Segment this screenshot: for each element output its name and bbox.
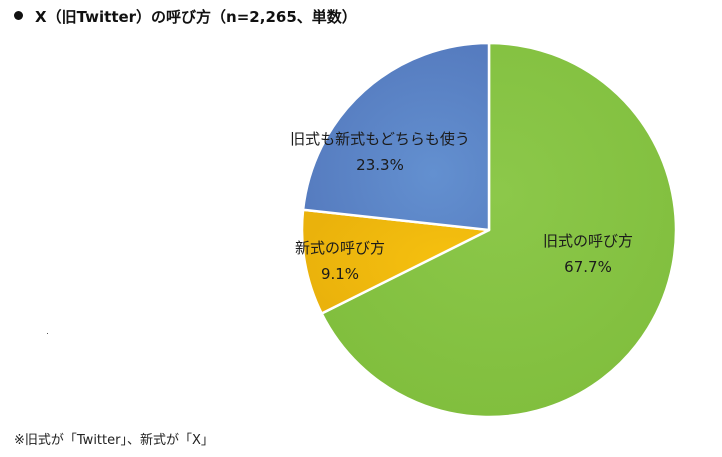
bullet-icon <box>14 11 23 20</box>
pie-slices <box>300 41 678 419</box>
slice-new-style <box>300 208 491 315</box>
label-old-style: 旧式の呼び方 67.7% <box>542 232 634 276</box>
chart-title: X（旧Twitter）の呼び方（n=2,265、単数） <box>14 6 357 27</box>
stray-dot <box>47 333 48 334</box>
slice-old-style <box>320 41 678 419</box>
label-both: 旧式も新式もどちらも使う 23.3% <box>290 130 470 174</box>
label-new-style: 新式の呼び方 9.1% <box>294 239 386 283</box>
footnote: ※旧式が「Twitter」、新式が「X」 <box>14 433 214 448</box>
slice-both <box>301 41 491 232</box>
